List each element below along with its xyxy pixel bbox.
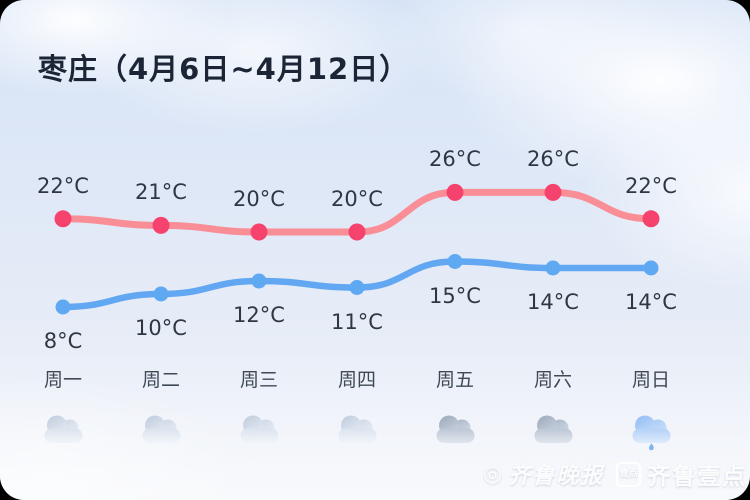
low-temp-point — [545, 260, 561, 276]
day-label: 周二 — [141, 369, 180, 391]
low-temp-label: 11°C — [331, 309, 383, 334]
low-temp-label: 12°C — [233, 303, 285, 327]
high-temp-point — [54, 210, 72, 228]
high-temp-label: 22°C — [37, 173, 89, 198]
high-temp-point — [152, 216, 170, 234]
yidian-badge-icon: 壹点 — [616, 461, 642, 487]
high-temp-point — [348, 223, 366, 241]
high-temp-label: 21°C — [135, 180, 187, 205]
cloudy-icon — [235, 412, 283, 452]
day-label: 周日 — [631, 369, 670, 391]
high-temp-label: 20°C — [233, 187, 285, 211]
low-temp-label: 14°C — [527, 290, 579, 314]
high-temp-point — [544, 183, 562, 201]
cloudy-icon — [39, 412, 87, 452]
low-temp-point — [251, 273, 267, 289]
high-temp-point — [250, 223, 268, 241]
low-temp-point — [349, 280, 365, 295]
cloudy-icon — [333, 412, 381, 452]
overcast-icon — [431, 412, 479, 452]
rain-icon — [627, 412, 675, 452]
day-label: 周一 — [43, 369, 82, 391]
high-temp-label: 26°C — [429, 147, 481, 172]
low-temp-label: 15°C — [429, 283, 481, 308]
page-title: 枣庄（4月6日~4月12日） — [38, 52, 410, 86]
high-temp-label: 20°C — [331, 187, 383, 211]
low-temp-label: 14°C — [625, 290, 677, 314]
high-temp-label: 22°C — [625, 173, 677, 198]
watermark: ◎ 齐鲁晚报 壹点 齐鲁壹点 — [483, 457, 747, 491]
low-temp-point — [643, 260, 659, 276]
low-temp-label: 10°C — [135, 316, 187, 340]
day-label: 周六 — [533, 369, 572, 391]
day-label: 周三 — [239, 369, 278, 391]
low-temp-point — [153, 286, 169, 302]
high-temp-label: 26°C — [527, 147, 579, 172]
publisher-name: 齐鲁晚报 — [508, 463, 605, 489]
low-temp-point — [55, 299, 71, 315]
day-label: 周五 — [435, 369, 474, 391]
cloudy-icon — [137, 412, 185, 452]
high-temp-point — [446, 183, 464, 201]
high-temp-point — [642, 210, 660, 228]
publisher-logo-icon: ◎ — [483, 461, 503, 487]
raindrop-icon — [648, 443, 654, 451]
low-temp-point — [447, 254, 463, 269]
day-label: 周四 — [337, 369, 376, 391]
overcast-icon — [529, 412, 577, 452]
low-temp-label: 8°C — [43, 329, 83, 353]
brand-name: 齐鲁壹点 — [647, 464, 748, 490]
